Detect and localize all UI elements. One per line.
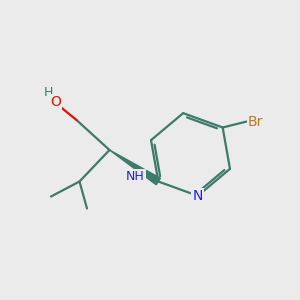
Text: NH: NH: [126, 170, 145, 183]
Text: O: O: [50, 95, 61, 109]
Text: N: N: [193, 189, 203, 203]
Polygon shape: [110, 150, 160, 185]
Text: Br: Br: [248, 115, 263, 128]
Text: H: H: [43, 86, 53, 100]
